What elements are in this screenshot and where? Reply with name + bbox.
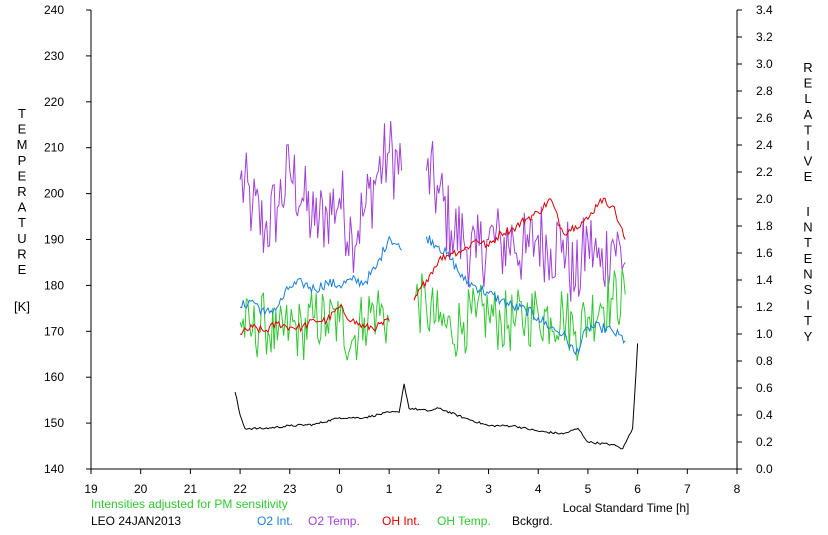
right-axis-letter: T	[804, 122, 812, 137]
series-o2_int-line	[239, 235, 626, 356]
right-axis-letter: Y	[804, 329, 813, 344]
series-oh_temp-line	[239, 268, 626, 361]
left-axis-letter: R	[17, 246, 26, 261]
left-axis-letter: E	[18, 168, 27, 183]
right-axis-letter: I	[806, 298, 810, 313]
right-axis-letter: S	[804, 282, 813, 297]
right-tick-label: 0.4	[756, 408, 773, 422]
x-tick-label: 21	[184, 482, 198, 496]
x-tick-label: 1	[386, 482, 393, 496]
right-tick-label: 0.0	[756, 462, 773, 476]
left-axis-letter: E	[18, 262, 27, 277]
right-tick-label: 0.2	[756, 435, 773, 449]
left-tick-label: 200	[44, 187, 64, 201]
right-tick-label: 1.0	[756, 327, 773, 341]
left-axis-letter: T	[18, 215, 26, 230]
left-tick-label: 190	[44, 233, 64, 247]
right-tick-label: 2.8	[756, 84, 773, 98]
right-tick-label: 2.4	[756, 138, 773, 152]
x-tick-label: 20	[134, 482, 148, 496]
series-oh_int-line	[239, 197, 626, 335]
station-label: LEO 24JAN2013	[91, 514, 181, 528]
left-tick-label: 220	[44, 95, 64, 109]
right-axis-letter: N	[803, 266, 812, 281]
legend-item: O2 Temp.	[308, 514, 360, 528]
right-tick-label: 3.0	[756, 57, 773, 71]
left-tick-label: 210	[44, 141, 64, 155]
legend-item: O2 Int.	[257, 514, 293, 528]
x-tick-label: 0	[336, 482, 343, 496]
left-axis-letter: U	[17, 231, 26, 246]
left-axis-letter: M	[17, 137, 28, 152]
left-tick-label: 230	[44, 49, 64, 63]
x-tick-label: 3	[485, 482, 492, 496]
left-tick-label: 160	[44, 370, 64, 384]
right-tick-label: 1.4	[756, 273, 773, 287]
right-tick-label: 1.8	[756, 219, 773, 233]
right-axis-letter: N	[803, 220, 812, 235]
x-tick-label: 2	[436, 482, 443, 496]
left-tick-label: 240	[44, 3, 64, 17]
right-axis-letter: E	[804, 76, 813, 91]
legend: O2 Int. O2 Temp. OH Int. OH Temp. Bckgrd.	[257, 514, 553, 528]
right-axis-letter: I	[806, 138, 810, 153]
x-tick-label: 4	[535, 482, 542, 496]
right-axis-letter: A	[804, 107, 813, 122]
series-o2_temp-line	[239, 120, 626, 302]
right-axis-letter: I	[806, 204, 810, 219]
x-tick-label: 6	[634, 482, 641, 496]
right-axis-letter: L	[804, 91, 811, 106]
right-tick-label: 1.6	[756, 246, 773, 260]
right-axis-letter: R	[803, 60, 812, 75]
right-tick-label: 1.2	[756, 300, 773, 314]
right-tick-label: 2.0	[756, 192, 773, 206]
right-axis-letter: T	[804, 235, 812, 250]
left-axis-letter: T	[18, 106, 26, 121]
right-tick-label: 2.6	[756, 111, 773, 125]
right-tick-label: 0.8	[756, 354, 773, 368]
right-axis-letter: E	[804, 169, 813, 184]
x-tick-label: 19	[84, 482, 98, 496]
right-axis-letter: E	[804, 251, 813, 266]
sensitivity-note: Intensities adjusted for PM sensitivity	[91, 497, 288, 511]
left-tick-label: 140	[44, 462, 64, 476]
data-series	[234, 120, 639, 450]
left-tick-label: 170	[44, 324, 64, 338]
left-axis-letter: R	[17, 184, 26, 199]
right-axis-letter: V	[804, 154, 813, 169]
axes: 1401501601701801902002102202302400.00.20…	[44, 3, 773, 496]
x-axis-label: Local Standard Time [h]	[563, 501, 690, 515]
x-tick-label: 23	[283, 482, 297, 496]
left-axis-letter: A	[18, 200, 27, 215]
x-tick-label: 22	[233, 482, 247, 496]
legend-item: OH Int.	[382, 514, 420, 528]
right-tick-label: 3.4	[756, 3, 773, 17]
right-tick-label: 0.6	[756, 381, 773, 395]
right-tick-label: 3.2	[756, 30, 773, 44]
left-axis-letter: E	[18, 122, 27, 137]
legend-item: OH Temp.	[437, 514, 491, 528]
left-axis-unit: [K]	[14, 299, 30, 314]
left-tick-label: 180	[44, 278, 64, 292]
left-axis-letter: P	[18, 153, 27, 168]
right-axis-letter: T	[804, 313, 812, 328]
legend-item: Bckgrd.	[512, 514, 553, 528]
right-tick-label: 2.2	[756, 165, 773, 179]
x-tick-label: 7	[684, 482, 691, 496]
x-tick-label: 5	[585, 482, 592, 496]
left-tick-label: 150	[44, 416, 64, 430]
series-background-line	[234, 343, 639, 450]
x-tick-label: 8	[734, 482, 741, 496]
